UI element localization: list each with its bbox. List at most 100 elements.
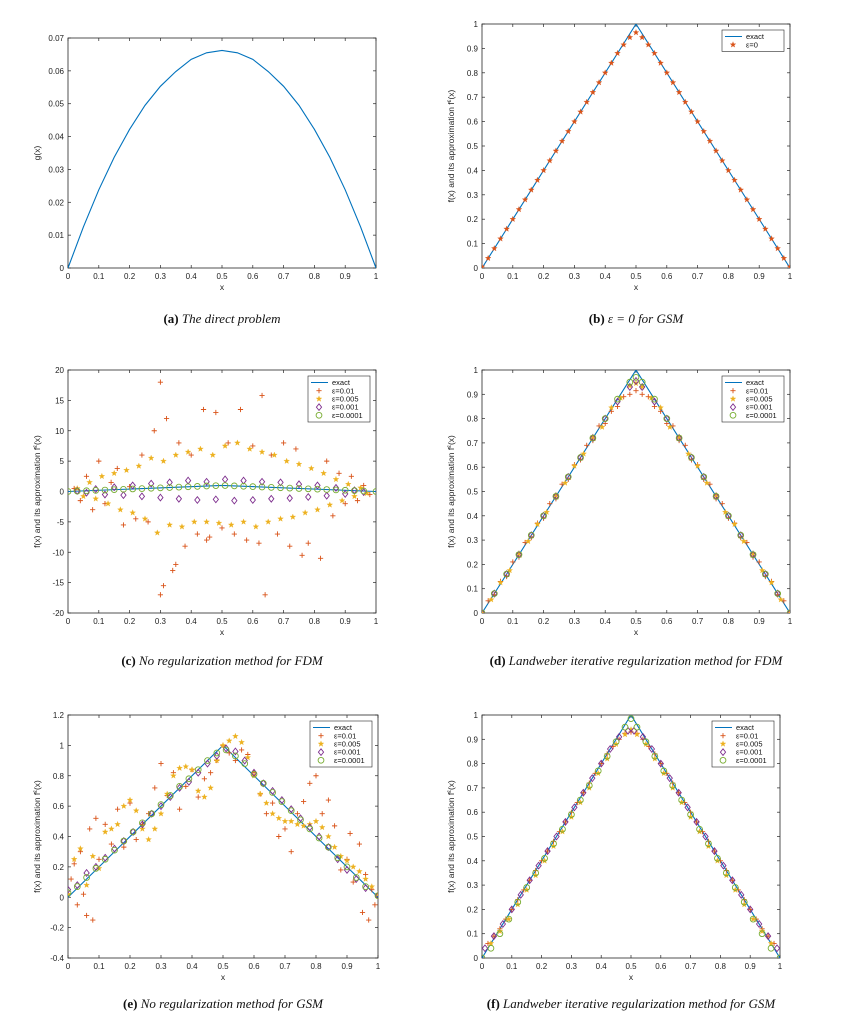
- x-tick-label: 0.7: [692, 272, 704, 281]
- data-point: [712, 147, 720, 154]
- y-tick-label: 0.5: [467, 142, 479, 151]
- data-point: [749, 551, 757, 559]
- legend-marker: [318, 733, 324, 739]
- data-point: [621, 723, 629, 731]
- data-point: [363, 489, 371, 497]
- data-point: [571, 462, 578, 469]
- x-tick-label: 1: [374, 617, 379, 626]
- x-axis-label: x: [220, 627, 225, 637]
- y-tick-label: 0.8: [467, 69, 479, 78]
- data-point: [120, 802, 128, 809]
- y-tick-label: 0.03: [48, 165, 64, 174]
- legend-item: exact: [725, 378, 765, 387]
- data-point: [259, 392, 265, 399]
- data-point: [608, 404, 615, 411]
- data-point: [139, 452, 145, 458]
- data-point: [278, 798, 286, 805]
- data-point: [294, 811, 300, 817]
- axes-box: [67, 37, 377, 269]
- data-point: [110, 486, 118, 494]
- data-point: [608, 408, 614, 414]
- series-2: [73, 439, 371, 536]
- data-point: [639, 732, 647, 741]
- y-axis-label: f(x) and its approximation fε(x): [32, 435, 42, 548]
- data-point: [633, 723, 641, 731]
- x-tick-label: 0.1: [93, 962, 105, 971]
- data-point: [638, 378, 646, 386]
- data-point: [543, 508, 550, 515]
- data-point: [262, 592, 268, 598]
- data-point: [722, 508, 729, 515]
- y-tick-label: 0.2: [467, 560, 479, 569]
- data-point: [314, 481, 321, 490]
- data-point: [83, 874, 90, 881]
- data-point: [281, 440, 287, 446]
- data-point: [497, 235, 504, 242]
- data-point: [541, 855, 548, 862]
- legend-item: ε=0: [729, 40, 758, 49]
- data-point: [108, 841, 114, 847]
- data-point: [638, 382, 646, 392]
- data-point: [98, 472, 106, 480]
- x-tick-label: 0.1: [507, 617, 519, 626]
- data-point: [83, 473, 90, 479]
- x-tick-label: 0.7: [278, 272, 290, 281]
- data-point: [114, 465, 120, 472]
- data-point: [320, 469, 327, 477]
- data-point: [777, 596, 785, 603]
- legend-item: ε=0.001: [315, 403, 359, 412]
- subplot-caption: (c) No regularization method for FDM: [121, 653, 324, 668]
- x-tick-label: 0.2: [538, 617, 550, 626]
- data-point: [317, 555, 324, 561]
- data-point: [139, 819, 146, 827]
- data-point: [306, 825, 314, 833]
- data-point: [222, 746, 230, 754]
- x-tick-label: 0: [66, 962, 71, 971]
- legend-item: ε=0.0001: [317, 756, 365, 765]
- data-point: [349, 863, 357, 870]
- data-point: [283, 457, 290, 464]
- legend-label: ε=0.0001: [736, 756, 767, 765]
- x-tick-label: 0.6: [661, 272, 673, 281]
- data-point: [776, 954, 780, 958]
- data-point: [584, 442, 590, 448]
- data-point: [277, 484, 284, 492]
- y-tick-label: 0.7: [467, 93, 479, 102]
- legend-label: exact: [334, 723, 353, 732]
- data-point: [666, 423, 674, 430]
- data-point: [212, 482, 220, 490]
- data-point: [546, 157, 554, 164]
- y-tick-label: 5: [60, 457, 65, 466]
- data-point: [747, 906, 753, 912]
- data-point: [700, 127, 708, 135]
- data-point: [614, 395, 621, 403]
- x-tick-label: 0.3: [155, 272, 167, 281]
- x-tick-label: 0.8: [723, 617, 735, 626]
- data-point: [319, 811, 325, 817]
- data-point: [84, 912, 90, 919]
- data-point: [129, 485, 137, 493]
- y-tick-label: 1: [474, 366, 479, 375]
- data-point: [92, 865, 100, 872]
- data-point: [276, 833, 282, 840]
- x-tick-label: 0.1: [93, 617, 105, 626]
- series-0: [68, 744, 378, 898]
- data-point: [221, 482, 229, 489]
- data-point: [666, 774, 673, 783]
- data-point: [675, 434, 683, 442]
- data-point: [194, 531, 200, 537]
- data-point: [195, 794, 201, 800]
- data-point: [711, 848, 718, 854]
- data-point: [305, 492, 312, 501]
- legend-marker: [317, 748, 325, 757]
- data-point: [638, 33, 646, 41]
- data-point: [157, 801, 165, 808]
- y-tick-label: 0.1: [467, 240, 479, 249]
- data-point: [651, 395, 658, 403]
- y-tick-label: 20: [55, 366, 64, 375]
- series-4: [68, 746, 378, 900]
- y-tick-label: 0.02: [48, 198, 64, 207]
- legend-label: ε=0.01: [746, 386, 768, 395]
- data-point: [68, 488, 72, 495]
- data-point: [372, 488, 376, 495]
